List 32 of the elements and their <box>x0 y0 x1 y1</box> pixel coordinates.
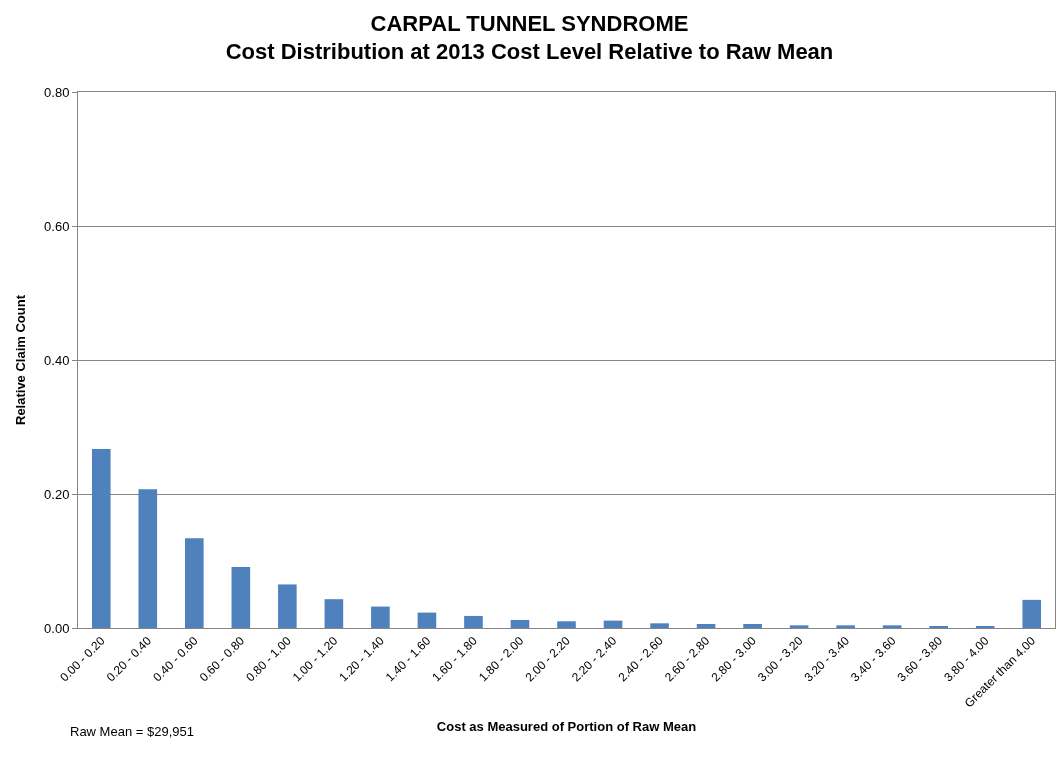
bar <box>324 599 344 628</box>
bar <box>464 615 483 628</box>
bar <box>557 621 576 628</box>
bar <box>650 623 669 628</box>
bar <box>510 619 530 628</box>
bar <box>138 489 158 628</box>
bar <box>696 623 716 628</box>
x-tick-label: 3.40 - 3.60 <box>848 633 899 685</box>
y-tick-label: 0.60 <box>44 218 70 234</box>
bar <box>836 625 855 628</box>
y-axis-title: Relative Claim Count <box>13 294 29 426</box>
x-tick-label: 0.40 - 0.60 <box>150 633 201 685</box>
bar <box>743 623 762 628</box>
bar <box>417 612 437 628</box>
x-tick-label: 0.00 - 0.20 <box>57 633 108 685</box>
y-tick-label: 0.40 <box>44 352 70 368</box>
y-tick-label: 0.80 <box>44 84 70 100</box>
x-axis-title: Cost as Measured of Portion of Raw Mean <box>436 718 697 734</box>
bar <box>882 625 902 628</box>
bar <box>789 625 809 628</box>
y-tick-label: 0.00 <box>44 620 70 636</box>
text: Raw Mean = $29,951 <box>70 724 194 739</box>
bar <box>91 449 111 628</box>
bar <box>603 620 623 628</box>
x-tick-label: 3.00 - 3.20 <box>755 633 806 685</box>
bar <box>185 538 204 628</box>
bar <box>1022 599 1042 628</box>
chart-title: CARPAL TUNNEL SYNDROME Cost Distribution at 2013 Cost Level Relative to Raw Mean <box>225 10 834 65</box>
bar <box>231 567 251 628</box>
bar <box>278 584 297 628</box>
y-tick-label: 0.20 <box>44 486 70 502</box>
bar <box>371 606 390 628</box>
